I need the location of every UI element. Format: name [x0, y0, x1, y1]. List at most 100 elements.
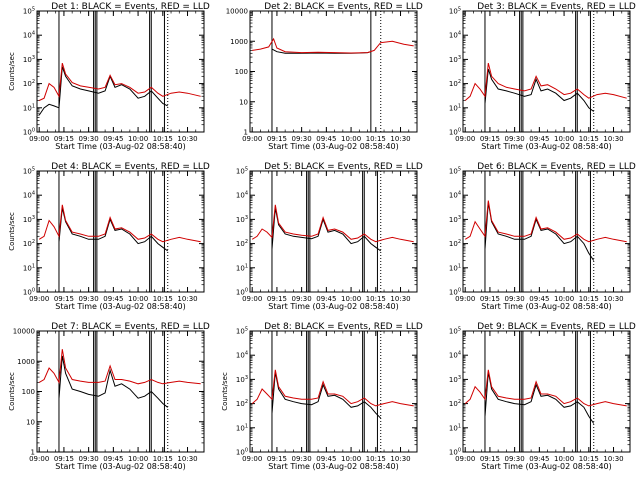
y-tick-label: 105	[236, 167, 248, 176]
y-tick-label: 103	[449, 215, 461, 224]
panel-det-7: Det 7: BLACK = Events, RED = LLD 1 10 100 10…	[8, 322, 210, 471]
x-axis-label: Start Time (03-Aug-02 08:58:40)	[481, 302, 612, 311]
x-tick-label: 09:45	[316, 455, 336, 463]
x-tick-label: 09:30	[505, 455, 525, 463]
y-tick-label: 102	[23, 79, 35, 88]
chart-title: Det 8: BLACK = Events, RED = LLD	[264, 322, 423, 332]
x-tick-label: 09:00	[242, 135, 262, 143]
x-tick-label: 09:00	[455, 135, 475, 143]
series-lld-red	[38, 349, 201, 385]
x-axis-label: Start Time (03-Aug-02 08:58:40)	[481, 462, 612, 471]
series-lld-red	[464, 369, 627, 407]
x-tick-label: 09:15	[267, 455, 287, 463]
series-lld-red	[252, 37, 414, 54]
y-tick-label: 101	[449, 103, 461, 112]
x-tick-label: 09:30	[505, 135, 525, 143]
y-tick-label: 102	[449, 399, 461, 408]
x-tick-label: 10:00	[341, 455, 361, 463]
x-tick-label: 10:15	[366, 295, 386, 303]
x-tick-label: 10:00	[128, 455, 148, 463]
y-tick-label: 104	[449, 191, 461, 200]
y-tick-label: 101	[236, 423, 248, 432]
series-lld-red	[38, 204, 201, 243]
x-tick-label: 09:45	[529, 295, 549, 303]
x-tick-label: 09:45	[529, 135, 549, 143]
x-tick-label: 09:00	[29, 295, 49, 303]
y-tick-label: 104	[236, 191, 248, 200]
series-lld-red	[464, 200, 627, 243]
x-axis-label: Start Time (03-Aug-02 08:58:40)	[55, 142, 186, 151]
x-tick-label: 10:00	[554, 295, 574, 303]
panel-det-2: Det 2: BLACK = Events, RED = LLD 1 10 100 10…	[226, 2, 423, 151]
x-axis-label: Start Time (03-Aug-02 08:58:40)	[55, 462, 186, 471]
panel-det-9: Det 9: BLACK = Events, RED = LLD 100 101 10…	[449, 322, 636, 471]
y-tick-label: 102	[23, 239, 35, 248]
x-tick-label: 09:15	[54, 455, 74, 463]
chart-title: Det 5: BLACK = Events, RED = LLD	[264, 162, 423, 172]
series-events-black	[484, 372, 595, 424]
y-tick-label: 1	[31, 449, 35, 457]
y-tick-label: 105	[236, 327, 248, 336]
y-tick-label: 1	[244, 129, 248, 137]
x-tick-label: 10:15	[153, 135, 173, 143]
y-tick-label: 103	[236, 375, 248, 384]
y-tick-label: 103	[236, 215, 248, 224]
panel-det-8: Det 8: BLACK = Events, RED = LLD 100 101 10…	[221, 322, 423, 471]
plot-frame	[36, 10, 205, 133]
plot-frame	[462, 330, 631, 453]
chart-title: Det 9: BLACK = Events, RED = LLD	[477, 322, 636, 332]
x-tick-label: 10:15	[579, 295, 599, 303]
x-tick-label: 09:15	[54, 295, 74, 303]
chart-title: Det 2: BLACK = Events, RED = LLD	[264, 2, 423, 12]
y-tick-label: 10	[26, 418, 35, 426]
y-tick-label: 102	[449, 239, 461, 248]
x-tick-label: 09:15	[267, 135, 287, 143]
x-tick-label: 09:00	[242, 455, 262, 463]
y-tick-label: 10	[239, 98, 248, 106]
x-tick-label: 10:00	[341, 295, 361, 303]
x-tick-label: 10:30	[177, 135, 197, 143]
x-tick-label: 09:45	[103, 295, 123, 303]
series-events-black	[38, 66, 168, 116]
y-tick-label: 103	[449, 375, 461, 384]
x-tick-label: 10:00	[128, 295, 148, 303]
y-tick-label: 104	[449, 31, 461, 40]
y-tick-label: 105	[23, 7, 35, 16]
x-tick-label: 10:30	[177, 295, 197, 303]
x-tick-label: 09:00	[242, 295, 262, 303]
y-tick-label: 103	[23, 215, 35, 224]
x-tick-label: 09:45	[103, 135, 123, 143]
y-tick-label: 102	[236, 399, 248, 408]
x-tick-label: 09:00	[29, 135, 49, 143]
y-tick-label: 100	[236, 288, 248, 297]
x-tick-label: 09:00	[455, 295, 475, 303]
x-tick-label: 10:00	[128, 135, 148, 143]
x-axis-label: Start Time (03-Aug-02 08:58:40)	[268, 462, 399, 471]
x-tick-label: 10:15	[579, 455, 599, 463]
series-events-black	[271, 372, 382, 419]
series-lld-red	[464, 62, 627, 101]
x-tick-label: 09:45	[103, 455, 123, 463]
y-axis-label: Counts/sec	[8, 212, 16, 251]
y-tick-label: 100	[23, 128, 35, 137]
x-tick-label: 10:00	[554, 135, 574, 143]
y-axis-label: Counts/sec	[8, 52, 16, 91]
series-events-black	[58, 207, 168, 252]
x-tick-label: 09:30	[292, 135, 312, 143]
y-tick-label: 105	[449, 327, 461, 336]
y-tick-label: 102	[236, 239, 248, 248]
chart-title: Det 4: BLACK = Events, RED = LLD	[51, 162, 210, 172]
panel-det-5: Det 5: BLACK = Events, RED = LLD 100 101 10…	[236, 162, 423, 311]
x-tick-label: 09:45	[529, 455, 549, 463]
x-tick-label: 10:30	[390, 455, 410, 463]
panel-det-6: Det 6: BLACK = Events, RED = LLD 100 101 10…	[449, 162, 636, 311]
x-tick-label: 10:15	[366, 135, 386, 143]
y-tick-label: 104	[23, 191, 35, 200]
x-tick-label: 10:30	[390, 295, 410, 303]
y-tick-label: 101	[449, 263, 461, 272]
x-axis-label: Start Time (03-Aug-02 08:58:40)	[55, 302, 186, 311]
y-tick-label: 101	[449, 423, 461, 432]
x-axis-label: Start Time (03-Aug-02 08:58:40)	[268, 142, 399, 151]
x-tick-label: 09:00	[455, 455, 475, 463]
panel-det-1: Det 1: BLACK = Events, RED = LLD 100 101 10…	[8, 2, 210, 151]
